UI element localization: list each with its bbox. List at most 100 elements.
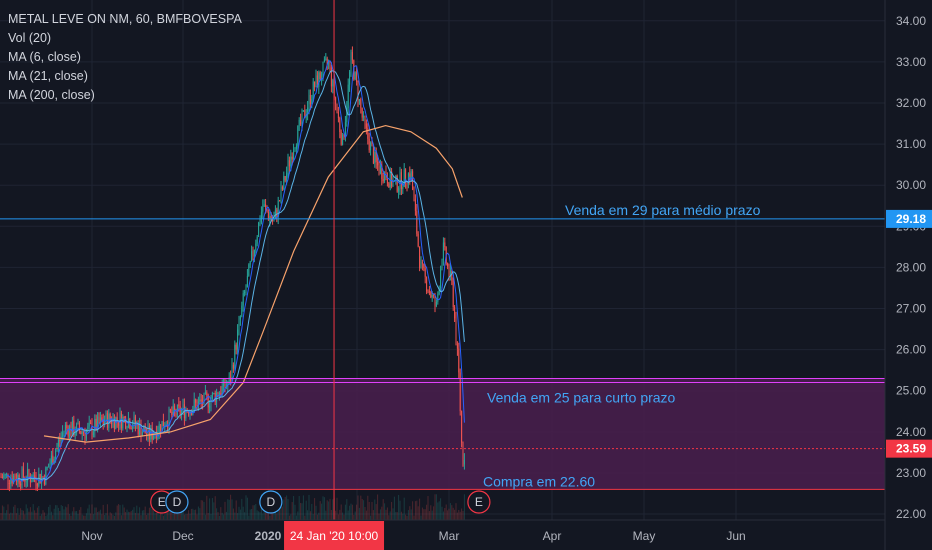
candle-body	[87, 426, 89, 431]
volume-bar	[21, 510, 23, 520]
volume-bar	[22, 510, 24, 520]
horizontal-lines[interactable]: Venda em 29 para médio prazo Venda em 25 …	[0, 202, 885, 490]
candle-body	[178, 404, 180, 407]
volume-bar	[150, 506, 152, 520]
candle-body	[207, 395, 209, 408]
candle-body	[92, 431, 94, 436]
volume-bar	[31, 511, 33, 520]
candle-body	[420, 262, 422, 268]
volume-bar	[456, 512, 458, 520]
volume-bar	[358, 507, 360, 520]
candle-body	[274, 209, 276, 219]
symbol-title[interactable]: METAL LEVE ON NM, 60, BMFBOVESPA	[8, 12, 242, 26]
volume-bar	[329, 498, 331, 520]
volume-bar	[435, 494, 437, 520]
volume-bar	[370, 515, 372, 520]
volume-bar	[126, 509, 128, 520]
candle-body	[204, 392, 206, 394]
candle-body	[431, 294, 433, 298]
volume-bar	[14, 504, 16, 520]
candle-body	[97, 416, 99, 430]
volume-bar	[253, 505, 255, 520]
volume-bar	[379, 509, 381, 520]
volume-bar	[92, 514, 94, 520]
volume-bar	[297, 511, 299, 520]
volume-bar	[167, 507, 169, 520]
volume-bar	[294, 504, 296, 520]
indicator-ma21[interactable]: MA (21, close)	[8, 69, 88, 83]
volume-bar	[382, 499, 384, 520]
volume-bar	[337, 514, 339, 520]
volume-bar	[354, 511, 356, 520]
volume-bar	[77, 514, 79, 520]
price-axis[interactable]: 22.0023.0024.0025.0026.0027.0028.0029.00…	[884, 0, 932, 550]
candle-body	[288, 160, 290, 167]
volume-bar	[385, 509, 387, 520]
candle-body	[297, 125, 299, 146]
volume-bar	[424, 509, 426, 520]
candle-body	[315, 75, 317, 87]
candle-body	[29, 476, 31, 483]
volume-bar	[245, 495, 247, 520]
volume-bar	[420, 515, 422, 520]
volume-bar	[241, 498, 243, 520]
volume-bar	[301, 503, 303, 520]
indicator-volume[interactable]: Vol (20)	[8, 31, 52, 45]
indicator-ma6[interactable]: MA (6, close)	[8, 50, 81, 64]
candle-body	[391, 171, 393, 187]
volume-bar	[188, 510, 190, 520]
candle-body	[298, 119, 300, 126]
volume-bar	[80, 507, 82, 520]
volume-bar	[225, 511, 227, 520]
candle-body	[239, 316, 241, 320]
candle-body	[137, 423, 139, 435]
candle-body	[351, 52, 353, 61]
candle-body	[50, 455, 52, 464]
candle-body	[344, 122, 346, 138]
candle-body	[402, 187, 404, 190]
volume-bar	[405, 514, 407, 520]
volume-bar	[272, 511, 274, 520]
candle-body	[181, 409, 183, 415]
x-tick-label: Jun	[726, 529, 745, 543]
candle-body	[442, 242, 444, 260]
indicator-ma200[interactable]: MA (200, close)	[8, 88, 95, 102]
candle-body	[18, 475, 20, 484]
volume-bar	[109, 512, 111, 520]
candle-body	[127, 418, 129, 428]
candle-body	[456, 344, 458, 349]
candle-body	[398, 188, 400, 192]
volume-bar	[134, 512, 136, 520]
volume-bar	[423, 509, 425, 520]
volume-bar	[325, 510, 327, 520]
candle-body	[407, 173, 409, 185]
event-marker-D	[165, 490, 189, 514]
candle-body	[235, 344, 237, 350]
volume-bar	[248, 515, 250, 520]
candle-body	[168, 408, 170, 428]
time-axis[interactable]: NovDec2020FebMarAprMayJun24 Jan '20 10:0…	[0, 519, 885, 550]
candle-body	[295, 145, 297, 149]
volume-bar	[300, 502, 302, 520]
candle-body	[463, 459, 465, 465]
volume-bar	[430, 505, 432, 520]
volume-bar	[230, 494, 232, 520]
event-marker-E	[467, 490, 491, 514]
volume-bar	[112, 514, 114, 520]
candle-body	[210, 398, 212, 407]
volume-bar	[384, 503, 386, 520]
volume-bar	[38, 506, 40, 520]
price-zone	[0, 378, 885, 490]
x-tick-label: Dec	[172, 529, 193, 543]
volume-bar	[231, 499, 233, 520]
candle-body	[48, 466, 50, 468]
volume-bar	[458, 509, 460, 520]
volume-bar	[224, 501, 226, 520]
candle-body	[203, 392, 205, 405]
candle-body	[46, 467, 48, 469]
volume-bar	[255, 504, 257, 520]
volume-bar	[378, 513, 380, 520]
candle-body	[294, 148, 296, 151]
